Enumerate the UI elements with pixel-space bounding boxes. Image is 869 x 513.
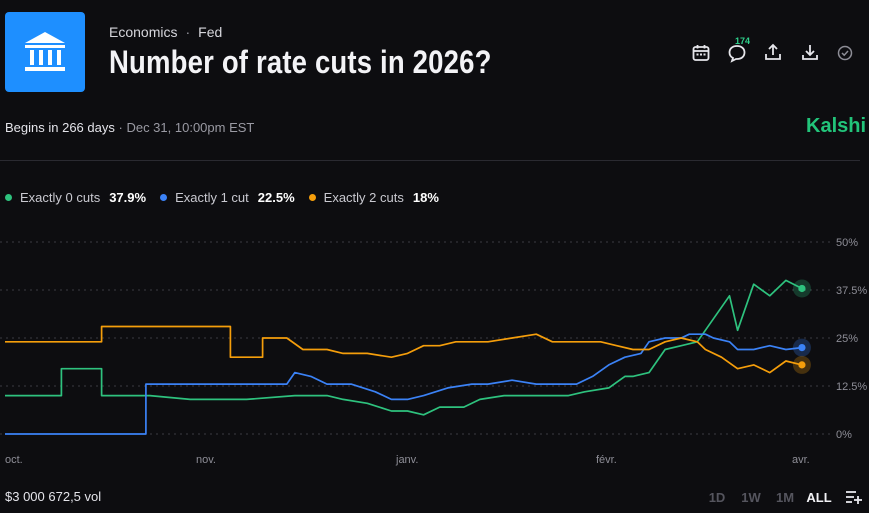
check-circle-icon (837, 45, 853, 61)
y-tick-label: 37.5% (836, 285, 867, 297)
breadcrumb: Economics · Fed (109, 24, 222, 40)
range-1m[interactable]: 1M (775, 490, 795, 505)
legend-dot (308, 194, 316, 201)
chart-legend: Exactly 0 cuts 37.9% Exactly 1 cut 22.5%… (5, 190, 453, 205)
comments-button[interactable]: 174 (727, 36, 751, 63)
x-tick-label: janv. (395, 454, 418, 466)
y-tick-label: 25% (836, 333, 858, 345)
watch-button[interactable] (836, 40, 854, 66)
x-tick-label: févr. (596, 454, 617, 466)
range-all[interactable]: ALL (806, 490, 832, 505)
download-icon (802, 45, 818, 60)
brand-logo[interactable]: Kalshi (806, 115, 867, 137)
legend-dot (160, 194, 168, 201)
breadcrumb-separator: · (185, 24, 191, 40)
x-tick-label: nov. (196, 454, 216, 466)
begins-text: Begins in 266 days (5, 120, 115, 135)
series-line-0 (5, 279, 803, 416)
legend-label: Exactly 1 cut (175, 190, 249, 205)
list-add-icon (846, 491, 862, 504)
series-end-dot-0 (798, 284, 806, 293)
calendar-icon (692, 45, 710, 61)
range-1w[interactable]: 1W (741, 490, 761, 505)
download-button[interactable] (800, 40, 820, 66)
legend-item-1-cut[interactable]: Exactly 1 cut 22.5% (160, 190, 295, 205)
legend-value: 37.9% (109, 190, 147, 205)
volume-text: $3 000 672,5 vol (5, 489, 102, 504)
x-tick-label: avr. (792, 454, 810, 466)
series-line-2 (5, 325, 803, 374)
legend-label: Exactly 2 cuts (323, 190, 404, 205)
timing-separator: · (118, 120, 123, 135)
bank-building-icon (25, 32, 65, 71)
share-button[interactable] (763, 40, 783, 66)
probability-chart[interactable]: 50% 37.5% 25% 12.5% 0% oct. nov. janv. févr. avr. (0, 225, 869, 475)
y-tick-label: 0% (836, 429, 852, 441)
legend-item-2-cuts[interactable]: Exactly 2 cuts 18% (308, 190, 439, 205)
page-title: Number of rate cuts in 2026? (109, 44, 492, 80)
legend-value: 18% (412, 190, 439, 205)
y-tick-label: 12.5% (836, 381, 867, 393)
legend-value: 22.5% (257, 190, 295, 205)
legend-dot (5, 194, 12, 201)
market-timing: Begins in 266 days · Dec 31, 10:00pm EST (5, 120, 254, 135)
range-1d[interactable]: 1D (708, 490, 726, 505)
breadcrumb-fed[interactable]: Fed (198, 24, 223, 40)
series-line-1 (5, 333, 803, 435)
range-selector: 1D 1W 1M ALL (700, 490, 836, 505)
x-tick-label: oct. (5, 454, 23, 466)
comment-icon (728, 45, 746, 63)
chart-settings-button[interactable] (845, 490, 863, 509)
legend-item-0-cuts[interactable]: Exactly 0 cuts 37.9% (5, 190, 146, 205)
series-end-dot-2 (798, 361, 806, 369)
legend-label: Exactly 0 cuts (20, 190, 101, 205)
y-tick-label: 50% (836, 237, 858, 249)
series-end-dot-1 (798, 344, 806, 352)
comments-count: 174 (735, 36, 751, 46)
share-icon (765, 43, 781, 60)
close-date: Dec 31, 10:00pm EST (126, 120, 255, 135)
market-logo (5, 12, 85, 92)
breadcrumb-economics[interactable]: Economics (109, 24, 178, 40)
divider (0, 160, 860, 161)
calendar-button[interactable] (691, 40, 711, 66)
